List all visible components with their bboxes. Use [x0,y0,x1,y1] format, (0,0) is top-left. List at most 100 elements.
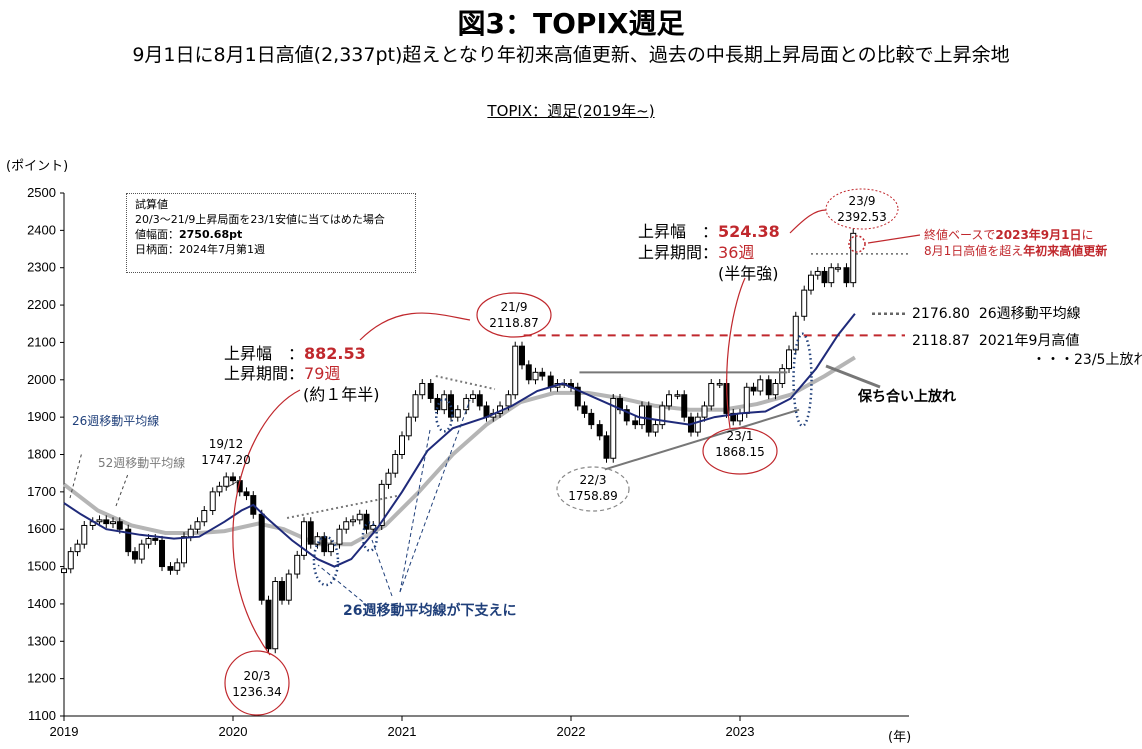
candle [67,547,74,574]
candle-body [814,270,821,276]
annot-2020-3-value: 1236.34 [232,685,282,699]
candle-body [512,345,519,396]
candle-body [378,483,385,526]
candle-body [343,521,350,530]
support-pointer [399,399,471,593]
candle-body [441,394,448,411]
rally-2020-period: 上昇期間：79週 [224,364,340,384]
candle-body [539,371,546,377]
candle-body [427,383,434,399]
close-note-2a: 8月1日高値を超え [924,244,1024,258]
support-ellipse [361,521,379,552]
candle-body [230,476,236,482]
x-axis-unit: (年) [888,730,912,745]
candle [757,375,764,396]
annot-2020-3: 20/3 1236.34 [225,668,289,700]
candle-body [828,267,835,284]
candle [412,390,419,422]
candle [159,535,166,572]
candle [294,550,301,579]
candle [110,517,117,529]
candle-body [405,416,412,437]
arrow-rally-2021 [359,312,471,341]
annot-2020-3-circle [224,650,290,716]
candle-body [152,538,159,541]
candle [356,509,363,525]
candle [525,360,532,385]
candle [405,412,412,441]
ma26-line [63,313,856,568]
candle-body [835,267,842,270]
candle [174,558,181,575]
candle-body [801,289,808,317]
consolidation-label: 保ち合い上放れ [858,389,956,405]
candle-body [716,383,723,386]
breakout-marker [848,235,866,253]
candle-body [294,554,301,575]
candle [539,367,546,381]
annot-2023-1-value: 1868.15 [715,445,765,459]
candle-body [209,491,216,512]
candle-body [216,485,223,493]
y-tick-label: 1100 [28,708,56,723]
candle [786,345,793,374]
annot-2022-3-value: 1758.89 [568,489,618,503]
annot-2023-9-circle [825,188,899,230]
candle-body [525,364,532,381]
candle [258,509,265,605]
candle [300,517,307,560]
candle [814,266,821,280]
candle-body [757,379,764,392]
candle-body [821,270,828,284]
candle [652,420,659,437]
candle-body [279,581,286,601]
note-price-value: 2750.68pt [179,228,243,241]
candle [603,431,610,463]
candle-body [652,424,659,433]
candle-body [167,566,174,571]
candle [596,420,603,441]
annot-2023-9: 23/9 2392.53 [828,193,896,225]
candle-body [743,386,750,414]
candle [708,379,715,411]
candle [230,472,236,486]
candle-body [588,412,595,426]
candle [81,520,88,549]
candle-body [532,371,539,381]
candle-body [454,409,461,418]
candle [716,379,723,389]
candle [265,595,272,654]
candle [588,408,595,430]
chart-title: TOPIX：週足(2019年~) [487,102,655,120]
rally-2020-width: 上昇幅 ：882.53 [224,344,366,364]
candle [385,468,392,489]
support-ellipse [312,535,340,587]
candle-body [349,519,356,523]
candle-body [201,510,208,523]
annot-2023-9-date: 23/9 [848,194,876,208]
candle-body [103,519,110,525]
ma52-label: 52週移動平均線 [98,456,186,470]
candle [765,375,772,400]
candle-body [463,397,470,411]
candle-body [81,524,88,545]
high-2021-level-value: 2118.87 [912,333,970,349]
candle [285,569,292,605]
candle [779,364,786,389]
candle-body [843,267,850,284]
candle-body [187,528,194,538]
x-tick-label: 2023 [726,724,755,739]
candle-body [138,543,145,560]
candle [512,341,519,400]
annot-2023-1-date: 23/1 [726,429,754,443]
annot-2022-3: 22/3 1758.89 [559,472,627,504]
close-note-1c: に [1081,228,1094,242]
candle-body [412,394,419,418]
candle [701,401,708,422]
candle-body [596,424,603,437]
candle [103,515,110,529]
consolidation-arrow [825,364,881,389]
candle [336,524,343,549]
y-tick-label: 1300 [27,633,56,648]
candle [638,401,645,430]
